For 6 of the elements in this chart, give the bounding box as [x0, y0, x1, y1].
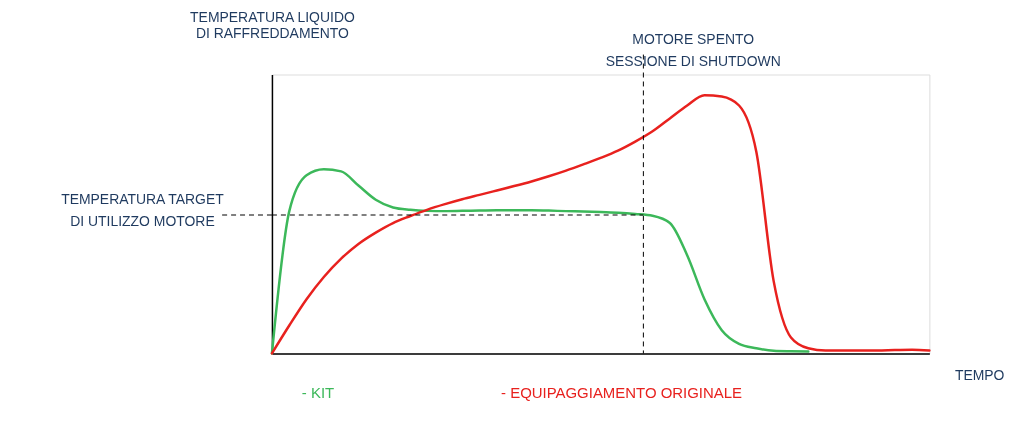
ref-line-label: TEMPERATURA TARGET DI UTILIZZO MOTORE: [61, 191, 225, 229]
x-axis-title: TEMPO: [954, 366, 1005, 383]
text: - EQUIPAGGIAMENTO ORIGINALE: [501, 384, 743, 402]
text: MOTORE SPENTO SESSIONE DI SHUTDOWN: [605, 30, 781, 69]
y-axis-title: TEMPERATURA LIQUIDO DI RAFFREDDAMENTO: [190, 9, 355, 42]
text: - KIT: [301, 384, 335, 402]
